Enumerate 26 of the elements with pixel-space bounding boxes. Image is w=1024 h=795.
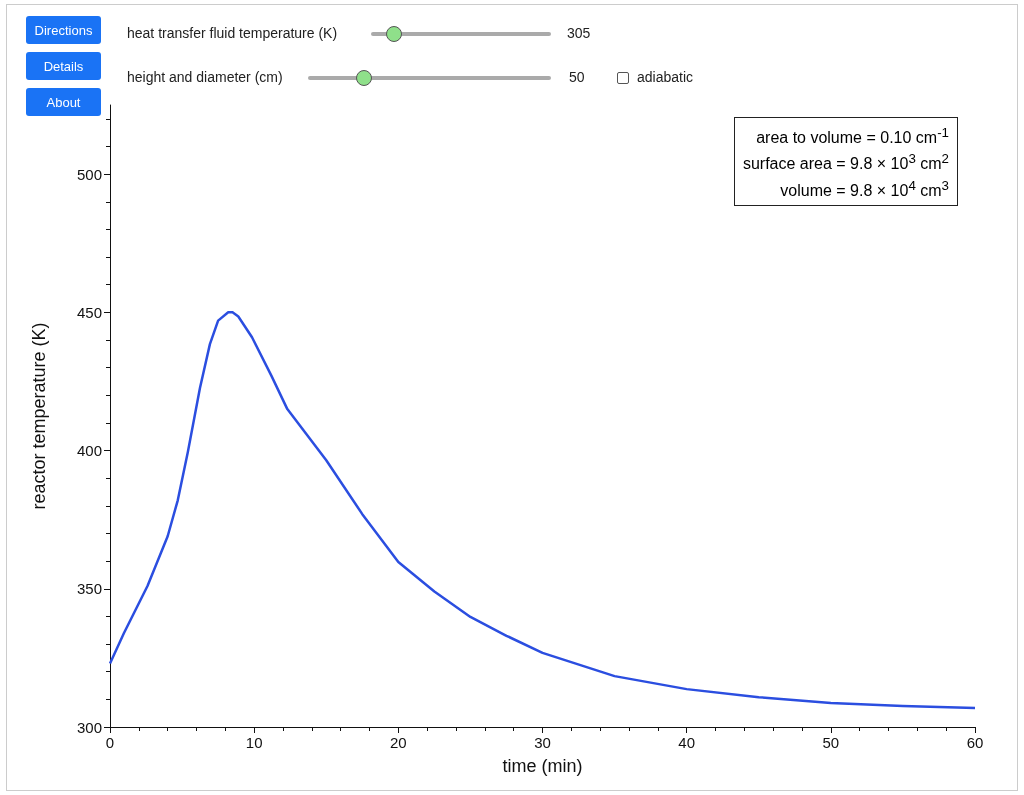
button: About <box>26 88 101 116</box>
y-tick-label: 400 <box>76 442 102 460</box>
text: adiabatic <box>637 69 694 85</box>
x-axis-title: time (min) <box>502 756 583 776</box>
text: 305 <box>567 25 591 41</box>
x-tick-label: 60 <box>966 734 984 751</box>
y-tick-label: 450 <box>76 303 102 321</box>
y-axis-title: reactor temperature (K) <box>29 322 49 510</box>
line-series <box>108 311 977 710</box>
x-tick-label: 40 <box>678 734 696 751</box>
y-tick-label: 350 <box>76 580 102 598</box>
x-tick-label: 50 <box>822 734 840 751</box>
x-tick-label: 10 <box>245 734 263 751</box>
button: Details <box>26 52 101 80</box>
text: height and diameter (cm) <box>127 69 283 85</box>
text: 50 <box>569 69 585 85</box>
text: heat transfer fluid temperature (K) <box>127 25 338 41</box>
annotation: area to volume = 0.10 cm$^{-1}$ <box>755 124 949 149</box>
button: Directions <box>26 16 101 44</box>
x-tick-label: 0 <box>105 734 115 751</box>
x-tick-label: 20 <box>389 734 407 751</box>
y-tick-label: 500 <box>76 165 102 183</box>
annotation: surface area = 9.8 × 10$^{3}$ cm$^{2}$ <box>742 150 949 175</box>
x-tick-label: 30 <box>534 734 551 751</box>
y-tick-label: 300 <box>76 718 102 736</box>
annotation: volume = 9.8 × 10$^{4}$ cm$^{3}$ <box>779 176 949 201</box>
